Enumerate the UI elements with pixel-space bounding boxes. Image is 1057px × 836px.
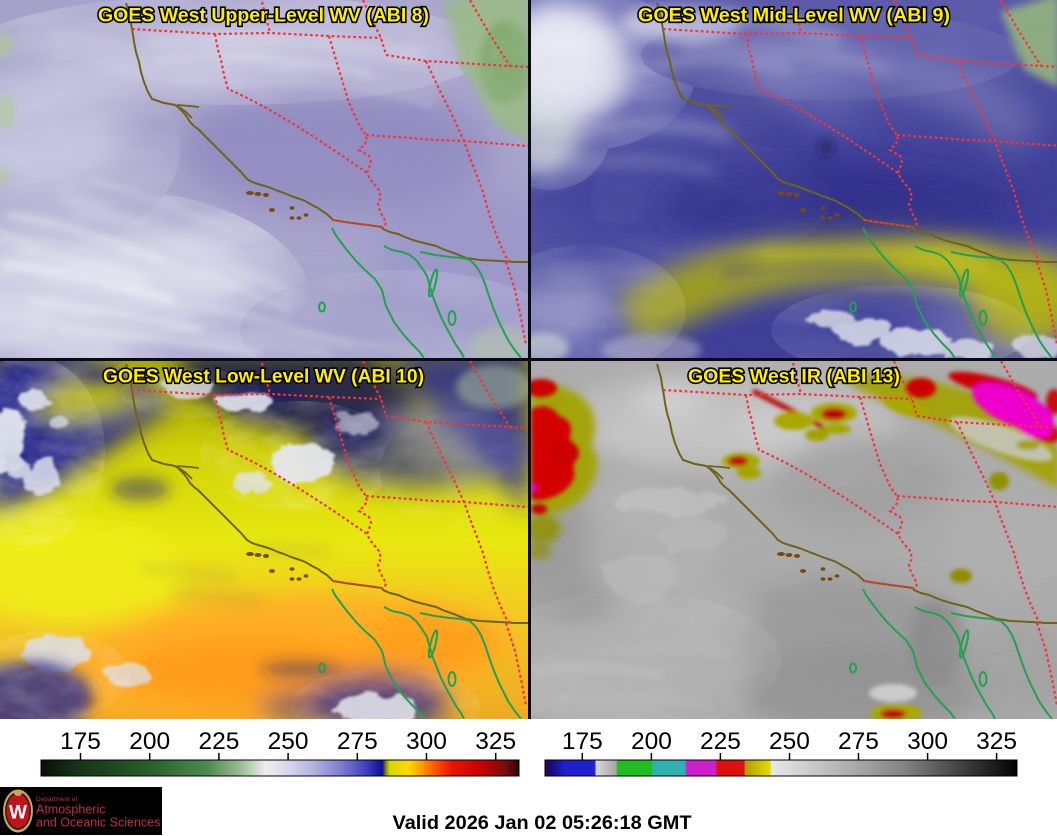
svg-text:325: 325 — [976, 728, 1017, 755]
svg-text:250: 250 — [268, 728, 309, 755]
svg-text:Valid 2026 Jan 02 05:26:18 GMT: Valid 2026 Jan 02 05:26:18 GMT — [393, 813, 692, 834]
svg-text:GOES West Low-Level WV (ABI 10: GOES West Low-Level WV (ABI 10) — [103, 366, 424, 388]
svg-text:275: 275 — [337, 728, 378, 755]
svg-text:W: W — [9, 803, 27, 824]
svg-text:175: 175 — [562, 728, 603, 755]
svg-text:200: 200 — [631, 728, 672, 755]
svg-text:300: 300 — [907, 728, 948, 755]
svg-text:275: 275 — [838, 728, 879, 755]
svg-text:GOES West Upper-Level WV (ABI: GOES West Upper-Level WV (ABI 8) — [98, 5, 429, 27]
svg-text:and Oceanic Sciences: and Oceanic Sciences — [36, 816, 160, 830]
svg-text:325: 325 — [475, 728, 516, 755]
svg-text:175: 175 — [60, 728, 101, 755]
svg-text:GOES West IR (ABI 13): GOES West IR (ABI 13) — [688, 366, 900, 388]
svg-text:GOES West Mid-Level WV (ABI 9): GOES West Mid-Level WV (ABI 9) — [638, 5, 950, 27]
svg-text:250: 250 — [769, 728, 810, 755]
svg-text:Atmospheric: Atmospheric — [36, 803, 105, 817]
svg-text:200: 200 — [129, 728, 170, 755]
svg-text:300: 300 — [406, 728, 447, 755]
svg-text:225: 225 — [700, 728, 741, 755]
svg-text:Department of: Department of — [36, 796, 77, 803]
svg-text:225: 225 — [198, 728, 239, 755]
